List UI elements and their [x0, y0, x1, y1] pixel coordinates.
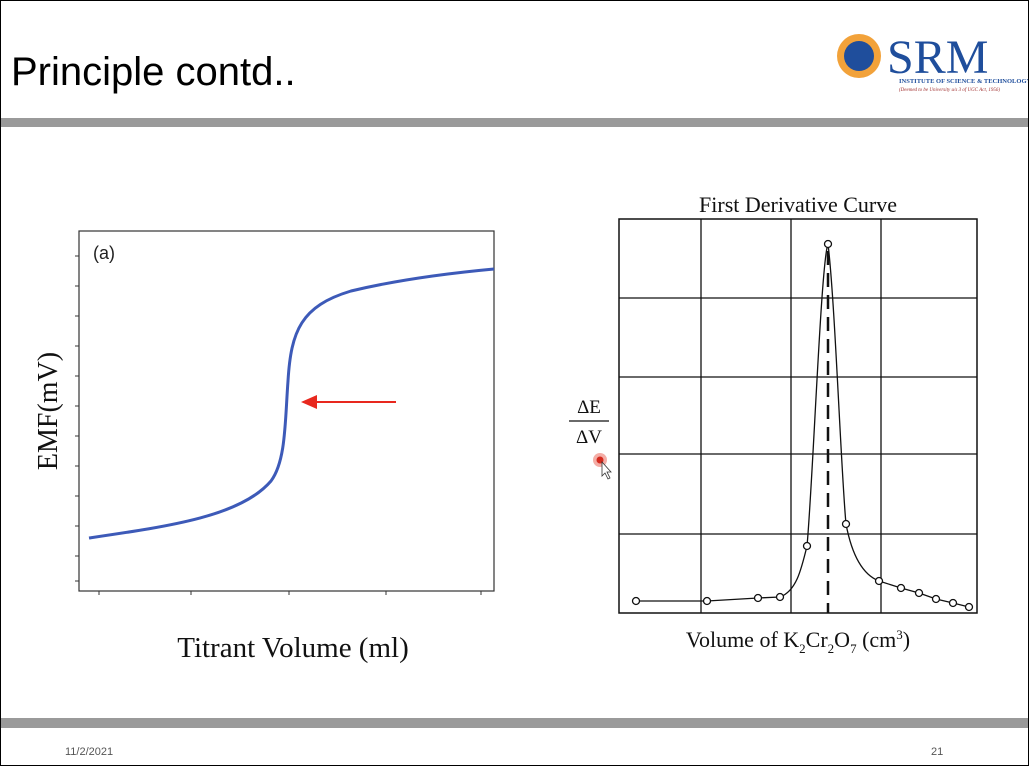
mouse-pointer — [601, 460, 612, 480]
plot-frame — [78, 230, 495, 592]
y-axis-label: EMF(mV) — [33, 352, 64, 470]
grid — [619, 219, 977, 613]
logo: SRM INSTITUTE OF SCIENCE & TECHNOLOGY (D… — [837, 31, 1028, 93]
label-part: O — [834, 627, 850, 652]
header-bar — [1, 118, 1028, 127]
footer-bar — [1, 718, 1028, 728]
logo-name: SRM — [887, 31, 988, 84]
slide-title: Principle contd.. — [11, 50, 296, 94]
arrow-head — [301, 395, 317, 409]
figure-title: First Derivative Curve — [699, 192, 897, 217]
points — [631, 239, 974, 612]
panel-label: (a) — [93, 243, 115, 263]
label-part: Volume of K — [686, 627, 799, 652]
logo-emblem-inner — [844, 41, 874, 71]
label-sub: 7 — [850, 641, 857, 656]
footer-page: 21 — [931, 746, 943, 758]
right-figure: First Derivative Curve ΔE ΔV Volume of K… — [569, 192, 978, 656]
y-label-bottom: ΔV — [576, 427, 602, 448]
logo-line: (Deemed to be University u/s 3 of UGC Ac… — [899, 88, 1000, 93]
label-sub: 2 — [799, 641, 806, 656]
x-axis-label: Titrant Volume (ml) — [177, 632, 409, 664]
label-part: Cr — [806, 627, 829, 652]
label-part: ) — [903, 627, 910, 652]
titration-curve — [88, 267, 495, 540]
logo-line: INSTITUTE OF SCIENCE & TECHNOLOGY — [899, 78, 1028, 85]
plot-frame — [618, 218, 978, 614]
left-figure: (a) EMF(mV) Titrant Volume (ml) — [33, 230, 495, 664]
label-sup: 3 — [896, 627, 903, 642]
ticks — [75, 255, 482, 595]
label-part: (cm — [857, 627, 897, 652]
x-axis-label: Volume of K2Cr2O7 (cm3) — [686, 627, 910, 656]
label-sub: 2 — [828, 641, 835, 656]
footer-date: 11/2/2021 — [65, 746, 113, 758]
y-label-top: ΔE — [577, 397, 601, 418]
